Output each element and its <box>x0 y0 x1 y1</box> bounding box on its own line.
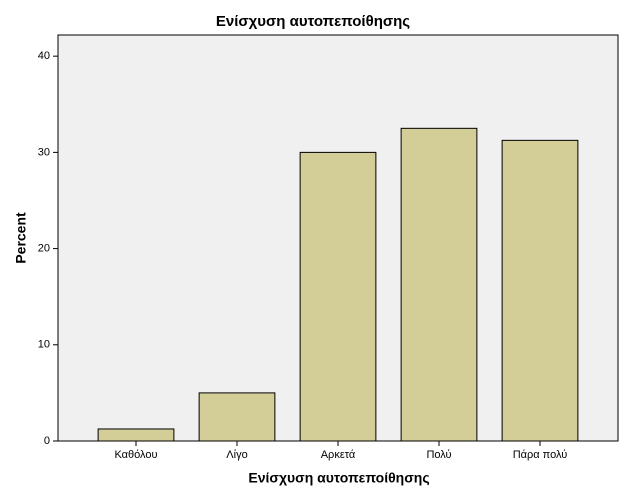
y-tick-label: 10 <box>38 339 50 351</box>
x-tick-label: Λίγο <box>226 449 247 461</box>
bar <box>501 139 579 442</box>
chart-title: Ενίσχυση αυτοπεποίθησης <box>216 13 410 30</box>
x-tick-label: Πολύ <box>426 449 451 461</box>
bar <box>400 127 478 442</box>
x-axis-label: Ενίσχυση αυτοπεποίθησης <box>248 470 429 486</box>
x-tick-label: Καθόλου <box>114 449 157 461</box>
x-tick-label: Πάρα πολύ <box>513 449 568 461</box>
y-tick-label: 30 <box>38 146 50 158</box>
bar <box>198 392 276 442</box>
x-tick-label: Αρκετά <box>321 449 356 461</box>
y-axis-label: Percent <box>13 212 29 264</box>
y-tick-label: 40 <box>38 50 50 62</box>
bar <box>299 151 377 442</box>
y-tick-label: 0 <box>44 435 50 447</box>
bar <box>97 428 175 442</box>
y-tick-label: 20 <box>38 242 50 254</box>
